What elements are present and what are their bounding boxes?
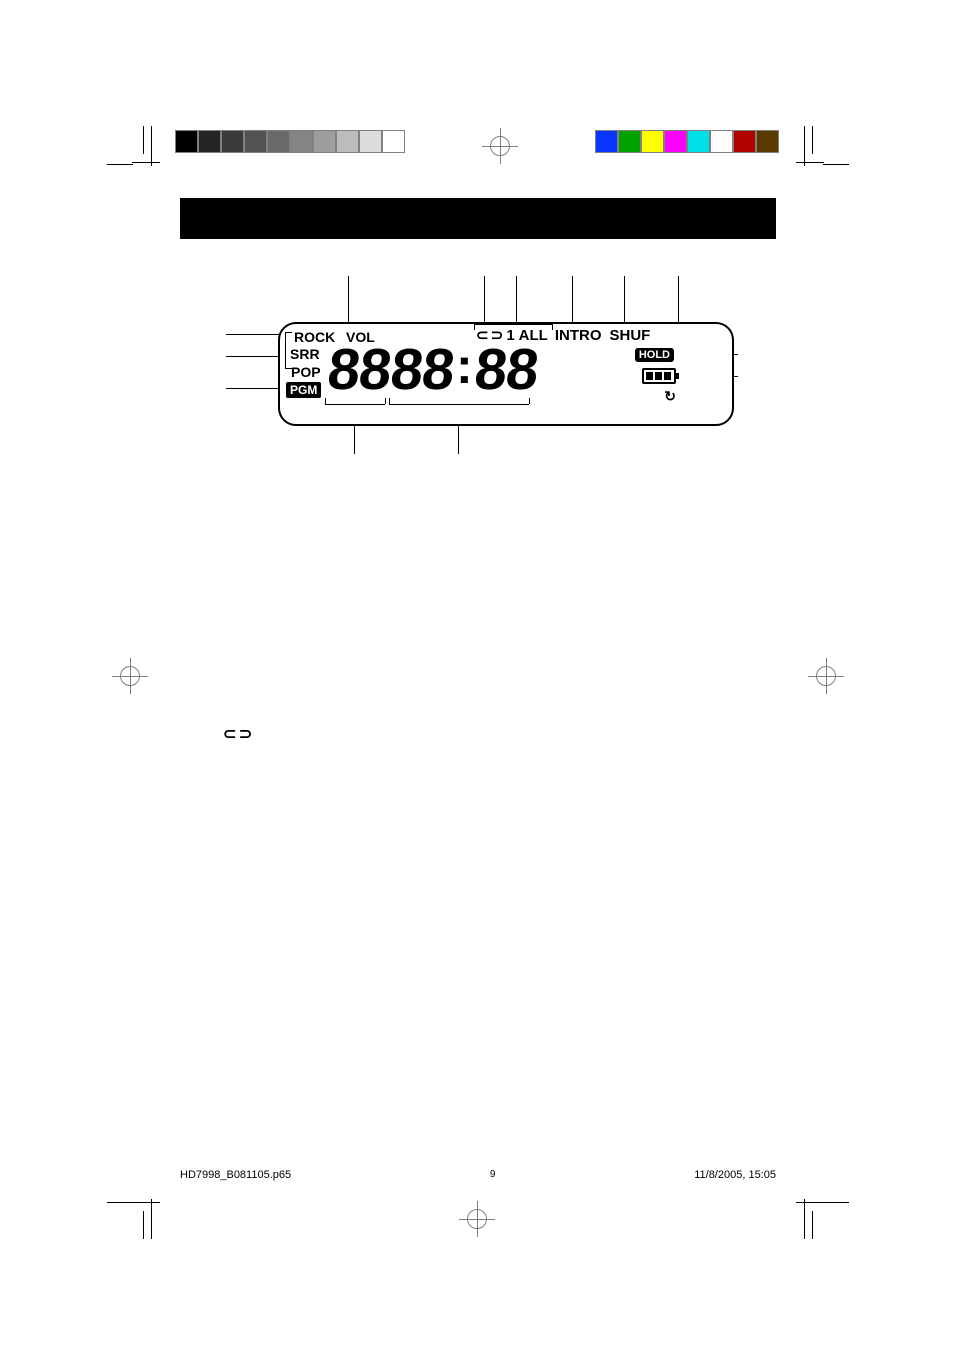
grayscale-swatch (359, 130, 382, 153)
callout-line (484, 276, 485, 324)
registration-mark-top-center (482, 128, 518, 164)
grayscale-swatch (336, 130, 359, 153)
color-swatches (595, 130, 779, 153)
crop-mark-bottom-right (796, 1199, 824, 1239)
digit-track: 88 (324, 336, 394, 403)
color-swatch (664, 130, 687, 153)
bracket-line (389, 404, 529, 405)
grayscale-swatch (198, 130, 221, 153)
lcd-label-intro: INTRO (555, 327, 602, 344)
digit-min: 88 (387, 336, 457, 403)
footer-date: 11/8/2005, 15:05 (694, 1169, 776, 1181)
registration-mark-right (808, 658, 844, 694)
color-swatch (687, 130, 710, 153)
callout-line (572, 276, 573, 324)
registration-mark-left (112, 658, 148, 694)
lcd-label-pop: POP (291, 364, 321, 380)
color-bar-assembly (175, 130, 779, 164)
grayscale-swatch (175, 130, 198, 153)
digit-colon: : (456, 337, 472, 395)
grayscale-swatch (290, 130, 313, 153)
bracket-line (474, 324, 552, 325)
trim-line-right (823, 164, 849, 165)
callout-line (226, 388, 280, 389)
callout-line (516, 276, 517, 324)
grayscale-swatch (382, 130, 405, 153)
callout-line (348, 276, 349, 324)
lcd-label-shuf: SHUF (610, 327, 651, 344)
lcd-label-srr: SRR (290, 346, 320, 362)
color-swatch (618, 130, 641, 153)
battery-icon (642, 368, 676, 384)
grayscale-swatch (221, 130, 244, 153)
bracket-line (285, 332, 286, 368)
color-swatch (641, 130, 664, 153)
lcd-diagram: ROCK VOL SRR POP PGM ⊂ ⊃ 1 ALL INTRO SHU… (226, 276, 736, 506)
bracket-line (325, 404, 385, 405)
footer-filename: HD7998_B081105.p65 (180, 1169, 291, 1181)
callout-line (624, 276, 625, 324)
lcd-label-pgm: PGM (286, 382, 321, 398)
bracket-line (474, 324, 475, 330)
color-swatch (710, 130, 733, 153)
footer-page-number: 9 (490, 1169, 496, 1181)
lcd-seven-segment-digits: 88 88 : 88 (328, 336, 537, 403)
repeat-arrow-icon: ↻ (664, 388, 676, 405)
color-swatch (733, 130, 756, 153)
crop-mark-top-left (132, 126, 160, 166)
lcd-label-hold: HOLD (635, 348, 674, 362)
bracket-line (285, 332, 292, 333)
crop-mark-bottom-left (132, 1199, 160, 1239)
color-swatch (595, 130, 618, 153)
callout-line (226, 356, 282, 357)
grayscale-swatch (267, 130, 290, 153)
grayscale-swatches (175, 130, 405, 153)
page-footer: HD7998_B081105.p65 9 11/8/2005, 15:05 (180, 1169, 776, 1181)
callout-line (678, 276, 679, 324)
registration-mark-bottom-center (459, 1201, 495, 1237)
repeat-icon: ⊂ ⊃ (223, 724, 251, 744)
callout-line (226, 334, 280, 335)
color-swatch (756, 130, 779, 153)
crop-mark-top-right (796, 126, 824, 166)
trim-line-left (107, 164, 133, 165)
grayscale-swatch (244, 130, 267, 153)
section-title-bar (180, 198, 776, 239)
digit-sec: 88 (471, 336, 541, 403)
grayscale-swatch (313, 130, 336, 153)
